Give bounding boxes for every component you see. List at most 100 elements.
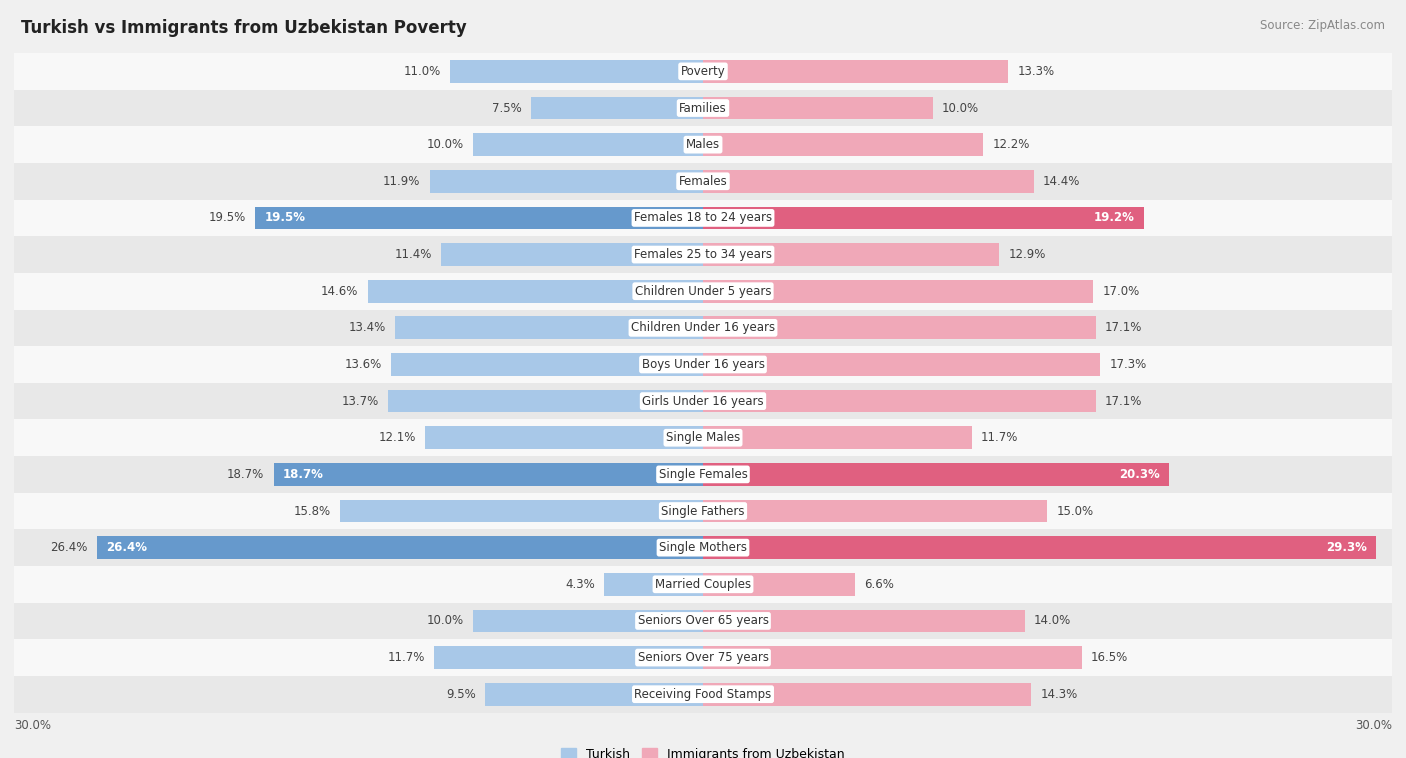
Text: 10.0%: 10.0% — [427, 615, 464, 628]
Text: 11.0%: 11.0% — [404, 65, 441, 78]
Bar — [274, 463, 703, 486]
Bar — [703, 390, 1095, 412]
Text: Females: Females — [679, 175, 727, 188]
Bar — [703, 427, 972, 449]
Text: 17.1%: 17.1% — [1105, 395, 1142, 408]
Bar — [14, 603, 1392, 639]
Text: Single Females: Single Females — [658, 468, 748, 481]
Bar — [703, 573, 855, 596]
Text: 13.6%: 13.6% — [344, 358, 381, 371]
Text: 19.5%: 19.5% — [264, 211, 305, 224]
Text: Seniors Over 65 years: Seniors Over 65 years — [637, 615, 769, 628]
Bar — [14, 53, 1392, 89]
Bar — [340, 500, 703, 522]
Text: 4.3%: 4.3% — [565, 578, 595, 590]
Bar — [256, 207, 703, 229]
Text: Children Under 5 years: Children Under 5 years — [634, 285, 772, 298]
Bar — [14, 273, 1392, 309]
Bar — [14, 493, 1392, 529]
Bar — [441, 243, 703, 266]
Bar — [14, 676, 1392, 713]
Text: Girls Under 16 years: Girls Under 16 years — [643, 395, 763, 408]
Bar — [391, 353, 703, 376]
Text: 19.2%: 19.2% — [1094, 211, 1135, 224]
Text: 26.4%: 26.4% — [51, 541, 87, 554]
Bar — [703, 317, 1095, 339]
Text: Families: Families — [679, 102, 727, 114]
Bar — [703, 609, 1025, 632]
Bar — [703, 60, 1008, 83]
Text: Poverty: Poverty — [681, 65, 725, 78]
Text: Females 25 to 34 years: Females 25 to 34 years — [634, 248, 772, 261]
Text: Females 18 to 24 years: Females 18 to 24 years — [634, 211, 772, 224]
Text: 16.5%: 16.5% — [1091, 651, 1129, 664]
Text: 17.3%: 17.3% — [1109, 358, 1147, 371]
Bar — [14, 419, 1392, 456]
Text: 12.9%: 12.9% — [1008, 248, 1046, 261]
Legend: Turkish, Immigrants from Uzbekistan: Turkish, Immigrants from Uzbekistan — [555, 743, 851, 758]
Text: 14.0%: 14.0% — [1033, 615, 1071, 628]
Bar — [434, 647, 703, 669]
Text: 15.8%: 15.8% — [294, 505, 330, 518]
Text: 17.0%: 17.0% — [1102, 285, 1140, 298]
Text: Single Fathers: Single Fathers — [661, 505, 745, 518]
Bar — [14, 639, 1392, 676]
Text: 11.7%: 11.7% — [388, 651, 425, 664]
Bar — [14, 383, 1392, 419]
Text: 20.3%: 20.3% — [1119, 468, 1160, 481]
Bar — [97, 537, 703, 559]
Text: 6.6%: 6.6% — [863, 578, 894, 590]
Bar — [14, 89, 1392, 127]
Bar — [703, 353, 1101, 376]
Text: 14.4%: 14.4% — [1043, 175, 1080, 188]
Text: Receiving Food Stamps: Receiving Food Stamps — [634, 688, 772, 700]
Bar — [703, 647, 1083, 669]
Bar — [14, 456, 1392, 493]
Text: 30.0%: 30.0% — [1355, 719, 1392, 731]
Text: 12.2%: 12.2% — [993, 138, 1029, 151]
Bar — [474, 609, 703, 632]
Bar — [14, 127, 1392, 163]
Text: 29.3%: 29.3% — [1326, 541, 1367, 554]
Text: Children Under 16 years: Children Under 16 years — [631, 321, 775, 334]
Bar — [14, 346, 1392, 383]
Bar — [605, 573, 703, 596]
Bar — [531, 97, 703, 119]
Text: Seniors Over 75 years: Seniors Over 75 years — [637, 651, 769, 664]
Bar — [703, 683, 1032, 706]
Bar — [703, 133, 983, 156]
Text: Single Mothers: Single Mothers — [659, 541, 747, 554]
Text: Source: ZipAtlas.com: Source: ZipAtlas.com — [1260, 19, 1385, 32]
Text: 19.5%: 19.5% — [208, 211, 246, 224]
Text: 14.3%: 14.3% — [1040, 688, 1078, 700]
Bar — [485, 683, 703, 706]
Bar — [368, 280, 703, 302]
Bar — [703, 170, 1033, 193]
Bar — [14, 199, 1392, 236]
Bar — [703, 463, 1170, 486]
Bar — [703, 97, 932, 119]
Bar — [703, 537, 1376, 559]
Bar — [450, 60, 703, 83]
Bar — [14, 566, 1392, 603]
Text: 13.7%: 13.7% — [342, 395, 380, 408]
Text: 11.7%: 11.7% — [981, 431, 1018, 444]
Text: Married Couples: Married Couples — [655, 578, 751, 590]
Text: 14.6%: 14.6% — [321, 285, 359, 298]
Text: 13.3%: 13.3% — [1018, 65, 1054, 78]
Bar — [703, 243, 1000, 266]
Text: 15.0%: 15.0% — [1057, 505, 1094, 518]
Text: 13.4%: 13.4% — [349, 321, 387, 334]
Text: 30.0%: 30.0% — [14, 719, 51, 731]
Bar — [14, 309, 1392, 346]
Text: 10.0%: 10.0% — [942, 102, 979, 114]
Text: Males: Males — [686, 138, 720, 151]
Bar — [430, 170, 703, 193]
Text: 18.7%: 18.7% — [228, 468, 264, 481]
Bar — [388, 390, 703, 412]
Bar — [14, 236, 1392, 273]
Bar — [14, 163, 1392, 199]
Bar — [395, 317, 703, 339]
Text: 12.1%: 12.1% — [378, 431, 416, 444]
Bar — [703, 500, 1047, 522]
